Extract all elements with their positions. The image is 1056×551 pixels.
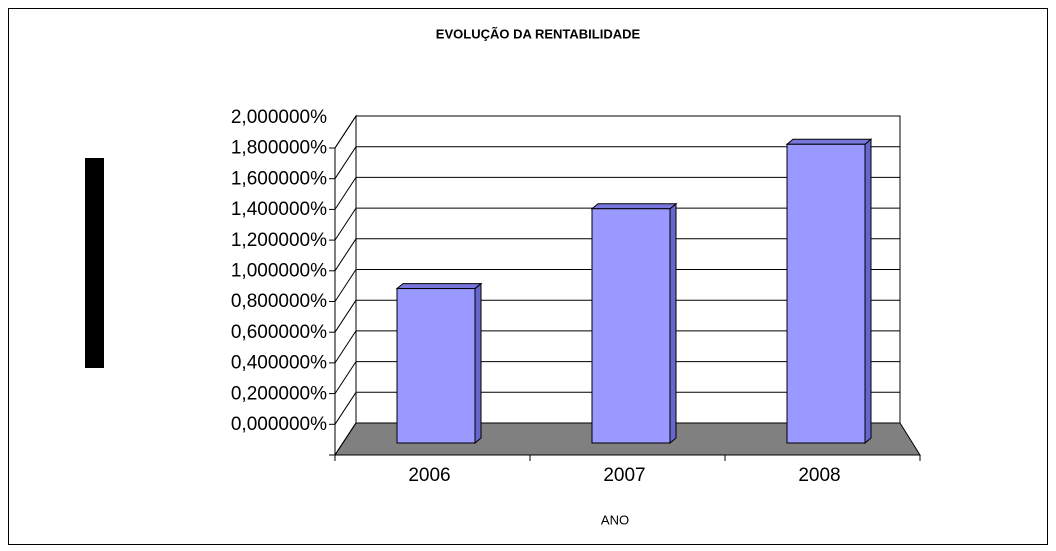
bar [785,138,873,445]
bar-front [591,208,671,444]
y-tick-label: 0,000000% [231,414,327,435]
bar-side [864,138,872,445]
y-tick-label: 1,800000% [231,138,327,159]
bar [395,282,483,445]
side-grid-line [334,146,357,179]
bar-side [669,202,677,445]
y-tick-label: 2,000000% [231,107,327,128]
y-tick-label: 1,600000% [231,168,327,189]
bar-top [590,203,678,210]
x-tick-label: 2007 [603,465,645,486]
redacted-axis-title [85,158,104,368]
side-grid-line [334,422,357,456]
side-grid-line [334,269,357,302]
y-tick-label: 1,200000% [231,230,327,251]
side-grid-line [334,177,357,210]
side-grid-line [334,330,357,364]
y-tick-label: 0,600000% [231,322,327,343]
side-grid-line [334,392,357,425]
y-tick-label: 0,200000% [231,383,327,404]
bar-side [474,282,482,445]
y-tick-label: 0,800000% [231,291,327,312]
y-tick-label: 1,400000% [231,199,327,220]
bar [590,202,678,445]
side-grid-line [334,299,357,333]
bar-front [786,143,866,444]
bar-top [395,283,483,290]
x-axis-title: ANO [601,512,629,527]
y-tick-label: 0,400000% [231,353,327,374]
side-grid-line [334,115,357,149]
bar-top [785,138,873,145]
x-tick-label: 2008 [798,465,840,486]
y-tick-label: 1,000000% [231,261,327,282]
side-grid-line [334,361,357,394]
side-grid-line [334,238,357,272]
x-tick-label: 2006 [408,465,450,486]
side-grid-line [334,207,357,241]
bar-front [396,288,476,444]
chart-title: EVOLUÇÃO DA RENTABILIDADE [436,26,641,41]
